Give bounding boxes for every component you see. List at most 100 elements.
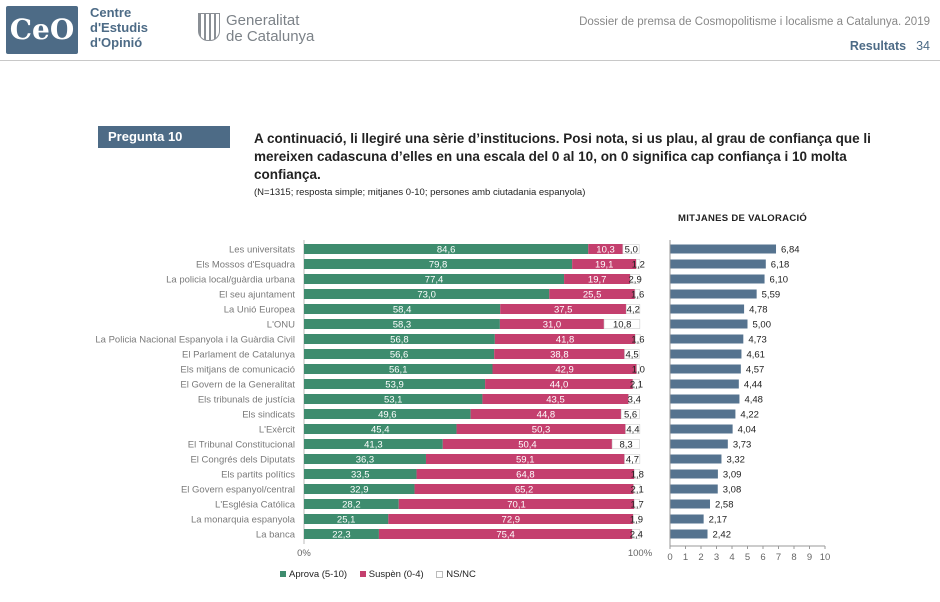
bar-nsnc [632,379,640,389]
means-x-tick: 7 [776,552,781,563]
bar-label-suspen: 37,5 [554,305,573,316]
bar-suspen [378,529,633,539]
legend-label-suspen: Suspèn (0-4) [368,569,424,580]
mean-label: 2,17 [709,515,728,526]
legend-swatch-aprova [280,571,286,578]
mean-label: 5,59 [762,290,781,301]
header-divider [0,60,940,61]
bar-label-suspen: 43,5 [546,395,565,406]
bar-nsnc [620,409,640,419]
header: CeO Centre d'Estudis d'Opinió Generalita… [0,0,940,62]
mean-label: 2,58 [715,500,734,511]
bar-label-aprova: 56,6 [390,350,409,361]
ceo-name-line1: Centre [90,5,132,20]
bar-label-nsnc: 2,1 [630,380,643,391]
mean-bar [670,484,718,494]
bar-label-nsnc: 10,8 [613,320,632,331]
bar-aprova [304,409,471,419]
bar-label-suspen: 50,4 [518,440,537,451]
dossier-title: Dossier de premsa de Cosmopolitisme i lo… [579,16,930,28]
bar-nsnc [622,244,640,254]
bar-label-aprova: 45,4 [371,425,390,436]
mean-bar [670,334,744,344]
bar-label-nsnc: 1,9 [630,515,643,526]
bar-suspen [456,424,626,434]
bar-label-aprova: 36,3 [356,455,375,466]
category-label: Els mitjans de comunicació [180,365,295,376]
bar-label-nsnc: 1,6 [631,290,644,301]
bar-aprova [304,349,495,359]
question-note: (N=1315; resposta simple; mitjanes 0-10;… [254,187,586,198]
category-label: L'Església Católica [215,500,296,511]
mean-label: 4,73 [748,335,767,346]
bar-label-nsnc: 1,7 [631,500,644,511]
mean-label: 4,22 [740,410,759,421]
mean-bar [670,349,742,359]
means-x-tick: 5 [745,552,750,563]
mean-bar [670,304,745,314]
bar-label-aprova: 79,8 [429,260,448,271]
bar-label-nsnc: 1,8 [631,470,644,481]
means-x-tick: 6 [760,552,765,563]
mean-bar [670,394,740,404]
means-title: MITJANES DE VALORACIÓ [678,213,808,224]
bar-suspen [482,394,629,404]
bar-suspen [442,439,613,449]
mean-label: 5,00 [753,320,772,331]
bar-nsnc [636,259,641,269]
mean-bar [670,274,765,284]
legend-swatch-suspen [359,571,366,578]
bar-label-aprova: 73,0 [417,290,436,301]
bar-aprova [304,289,550,299]
bar-aprova [304,274,565,284]
mean-bar [670,439,728,449]
category-label: El Congrés dels Diputats [190,455,295,466]
bar-aprova [304,499,399,509]
bar-nsnc [631,529,641,539]
means-x-tick: 9 [807,552,812,563]
bar-label-suspen: 75,4 [496,530,515,541]
bar-label-nsnc: 8,3 [619,440,632,451]
bar-suspen [499,319,605,329]
category-label: L'Exèrcit [259,425,295,436]
bar-nsnc [633,469,641,479]
mean-label: 3,09 [723,470,742,481]
bar-suspen [494,349,625,359]
bar-nsnc [634,334,641,344]
legend-item-suspen: Suspèn (0-4) [359,569,424,580]
means-x-tick: 8 [791,552,796,563]
bar-label-suspen: 65,2 [515,485,534,496]
bar-aprova [304,334,495,344]
generalitat-name: Generalitat de Catalunya [226,13,314,45]
bar-suspen [425,454,625,464]
means-x-tick: 4 [729,552,734,563]
bar-suspen [470,409,622,419]
bar-aprova [304,514,389,524]
bar-label-nsnc: 1,6 [631,335,644,346]
bar-label-aprova: 25,1 [337,515,356,526]
section-heading: Resultats 34 [850,39,930,53]
bar-aprova [304,319,500,329]
bar-nsnc [634,289,641,299]
mean-bar [670,409,736,419]
mean-label: 4,61 [746,350,765,361]
mean-bar [670,454,722,464]
bar-suspen [549,289,635,299]
bar-label-nsnc: 4,4 [626,425,639,436]
bar-label-nsnc: 2,1 [631,485,644,496]
bar-aprova [304,379,486,389]
legend-label-nsnc: NS/NC [446,569,476,580]
bar-nsnc [632,514,640,524]
bar-label-nsnc: 2,9 [629,275,642,286]
mean-label: 2,42 [713,530,732,541]
ceo-name: Centre d'Estudis d'Opinió [90,5,148,50]
mean-label: 4,57 [746,365,765,376]
category-label: El Parlament de Catalunya [182,350,296,361]
bar-label-suspen: 19,1 [595,260,614,271]
category-label: L'ONU [267,320,295,331]
bar-nsnc [633,484,641,494]
bar-nsnc [628,394,640,404]
bar-label-nsnc: 5,6 [624,410,637,421]
bar-suspen [588,244,623,254]
bar-suspen [398,499,635,509]
